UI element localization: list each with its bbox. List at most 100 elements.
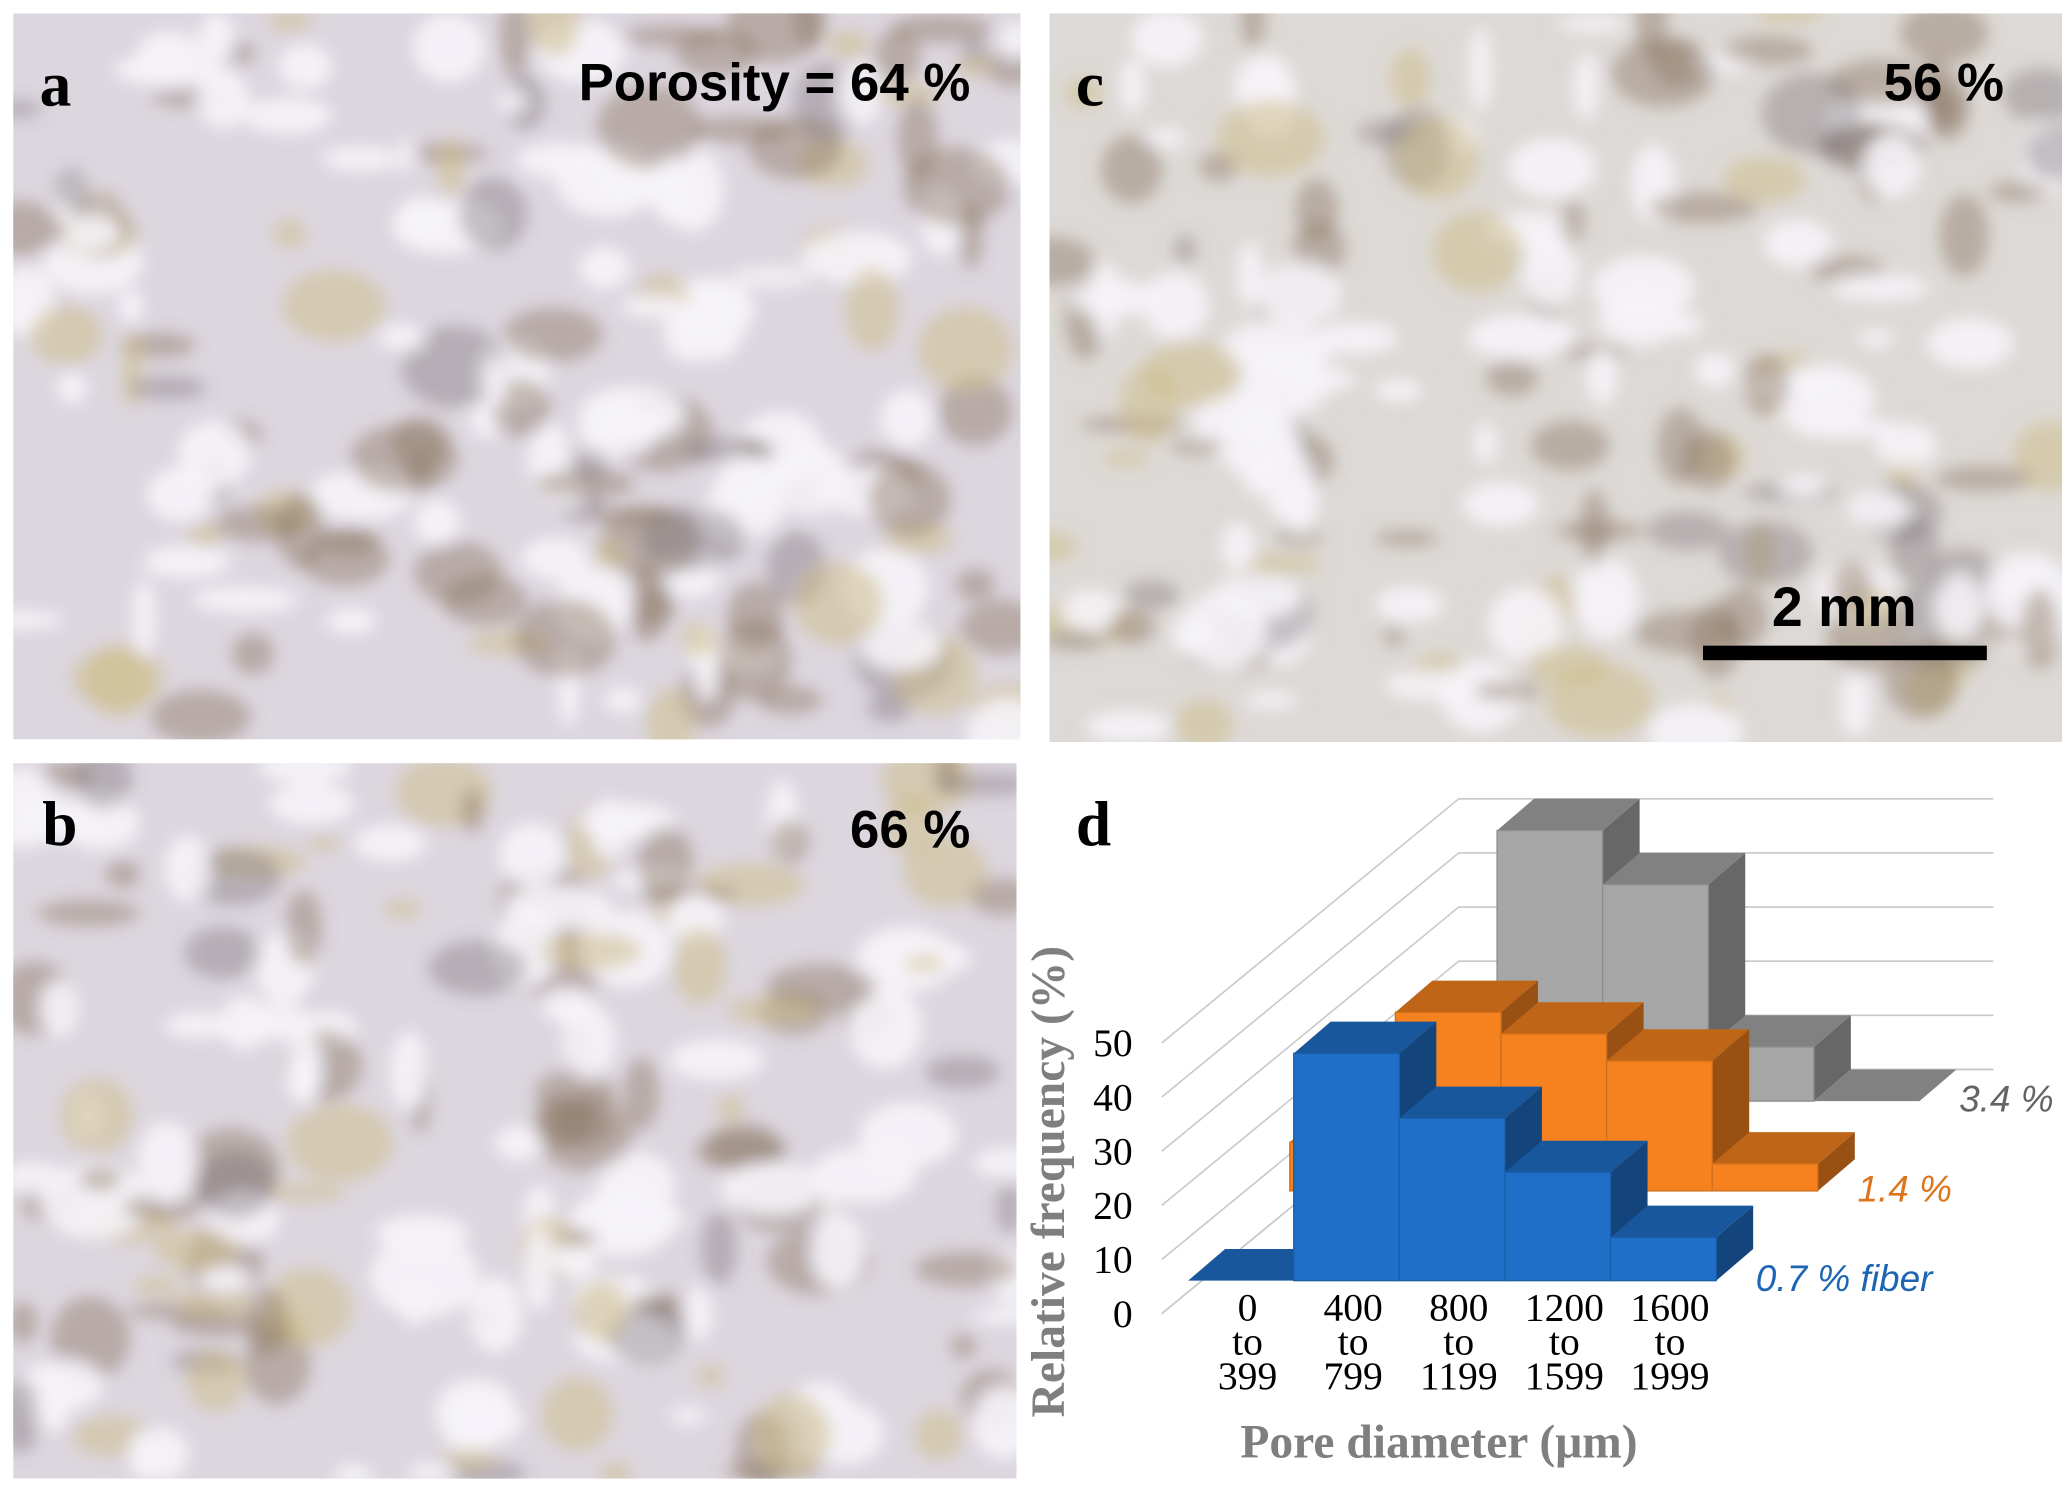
photo [13,13,1021,740]
photo-blob [1244,692,1298,709]
photo-texture [1049,13,2063,743]
photo-blob [1876,424,1937,468]
photo-blob [680,622,718,658]
photo-blob [1173,234,1197,265]
photo-blob [600,1461,631,1479]
photo-blob [801,231,913,285]
series-label: 1.4 % [1857,1168,1952,1209]
photo-blob [36,1382,70,1433]
photo-blob [13,1301,38,1344]
photo-blob [74,763,133,809]
photo-blob [1240,343,1328,420]
photo-blob [838,63,882,126]
bar-side [1817,1132,1855,1191]
bar [1398,1117,1506,1282]
photo-blob [437,137,465,197]
photo-blob [333,1464,374,1479]
scale-bar [1702,645,1987,661]
photo-blob [553,1107,615,1147]
photo-blob [503,885,612,929]
photo-blob [938,376,1013,446]
bar-side [1716,1205,1754,1281]
photo-blob [1508,138,1597,199]
y-tick-label: 10 [1093,1238,1133,1282]
photo-blob [1485,358,1539,397]
photo-blob [845,268,899,351]
photo-blob [282,270,386,341]
bar [1504,1171,1612,1282]
bar-top [1606,1029,1750,1061]
scale-bar-label: 2 mm [1772,576,1917,638]
photo-blob [1062,590,1122,632]
photo-blob [1181,591,1267,671]
photo-blob [955,568,996,601]
photo-blob [827,29,870,59]
photo-blob [257,763,352,783]
photo-blob [268,783,355,825]
photo-blob [308,835,339,852]
x-axis-title: Pore diameter (μm) [1240,1417,1637,1469]
photo-blob [914,1251,1017,1287]
photo-blob [521,537,590,580]
photo-blob [321,146,400,171]
x-tick-label: 800 to 1199 [1420,1285,1498,1398]
bar-side [1813,1015,1851,1102]
photo-blob [1847,490,1910,528]
photo-blob [917,307,1014,391]
photo-blob [720,1162,822,1215]
photo-blob [669,1406,707,1425]
photo-blob [1276,526,1323,546]
photo-blob [121,1194,201,1221]
photo-blob [56,372,89,404]
photo-blob [620,295,684,318]
photo-blob [273,218,306,249]
photo-blob [1487,587,1564,662]
photo-blob [1858,329,1894,348]
photo-blob [620,25,727,47]
photo-blob [880,389,933,449]
photo-blob [972,1386,1017,1460]
photo-texture [13,13,1021,740]
photo-blob [128,375,207,401]
photo-blob [85,644,152,718]
photo-blob [1557,15,1629,32]
photo-blob [562,1004,616,1079]
photo-blob [505,73,546,131]
photo-blob [1142,271,1209,340]
panel-letter: a [40,50,72,120]
photo-blob [1382,627,1406,646]
photo-blob [985,49,1021,87]
photo-blob [513,598,617,678]
photo-blob [441,1448,497,1470]
photo-blob [726,582,784,652]
photo-blob [1664,312,1704,337]
photo-blob [494,1125,543,1162]
photo-blob [623,1057,660,1131]
photo-blob [625,564,669,643]
photo-blob [50,1296,131,1381]
y-axis-title: Relative frequency (%) [1023,946,1075,1418]
photo-blob [177,1288,255,1319]
photo [1049,13,2063,743]
photo-blob [1560,200,1586,244]
photo-blob [1742,354,1790,416]
photo-blob [214,505,305,543]
photo-blob [1000,22,1021,59]
photo-blob [1530,420,1610,471]
photo-blob [1694,353,1736,388]
photo-blob [1143,341,1242,407]
grid-line [1161,852,1994,1098]
bar-top [1602,852,1746,885]
photo-blob [469,1276,523,1353]
photo-blob [1258,262,1341,328]
photo-blob [860,620,943,671]
photo-blob [78,1167,122,1192]
photo-blob [170,1311,265,1337]
photo-blob [163,1012,231,1039]
photo-blob [848,985,922,1069]
photo-blob [132,578,156,658]
photo-blob [725,996,820,1024]
photo-blob [1553,520,1645,541]
photo-blob [1754,13,1823,23]
